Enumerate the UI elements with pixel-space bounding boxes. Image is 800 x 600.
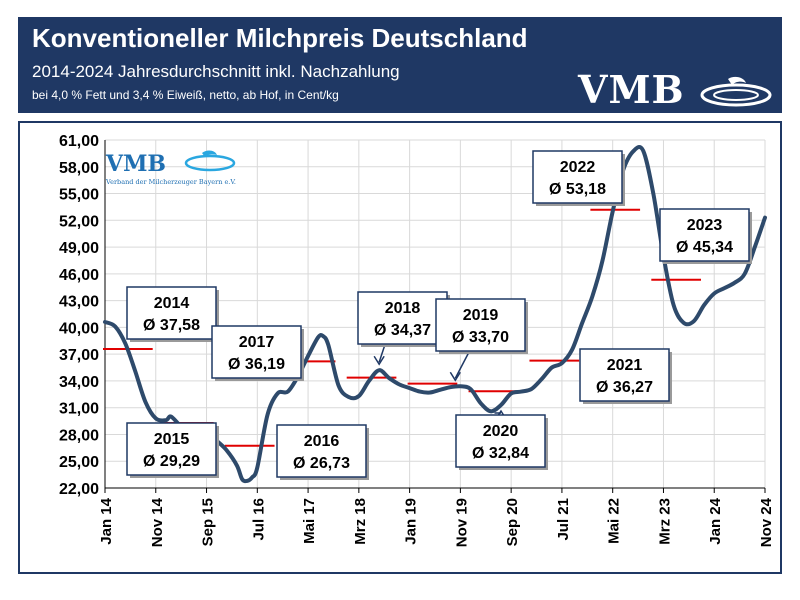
annotation-2016: 2016 Ø 26,73 bbox=[276, 424, 369, 480]
annotation-year: 2019 bbox=[463, 307, 499, 324]
x-tick-label: Jan 24 bbox=[707, 497, 724, 544]
annotation-value: Ø 26,73 bbox=[293, 455, 350, 472]
annotation-year: 2017 bbox=[239, 334, 275, 351]
inset-logo-caption: Verband der Milcherzeuger Bayern e.V. bbox=[105, 178, 236, 186]
annotation-year: 2022 bbox=[560, 159, 596, 176]
annotation-year: 2020 bbox=[483, 423, 519, 440]
y-tick-label: 34,00 bbox=[59, 374, 99, 391]
vmb-logo: VMB bbox=[578, 67, 685, 112]
y-tick-label: 49,00 bbox=[59, 240, 99, 257]
x-tick-label: Jul 16 bbox=[250, 498, 267, 541]
x-tick-label: Nov 24 bbox=[758, 497, 775, 547]
annotation-value: Ø 36,19 bbox=[228, 356, 285, 373]
annotation-box bbox=[435, 298, 526, 352]
annotation-value: Ø 33,70 bbox=[452, 329, 509, 346]
annotation-value: Ø 36,27 bbox=[596, 379, 653, 396]
annotation-box bbox=[579, 348, 670, 402]
annotation-2019: 2019 Ø 33,70 bbox=[435, 298, 528, 354]
y-tick-label: 31,00 bbox=[59, 401, 99, 418]
annotation-value: Ø 34,37 bbox=[374, 322, 431, 339]
y-tick-label: 58,00 bbox=[59, 160, 99, 177]
y-tick-label: 61,00 bbox=[59, 133, 99, 150]
annotation-value: Ø 53,18 bbox=[549, 181, 606, 198]
milk-price-chart: 22,00 25,00 28,00 31,00 34,00 37,00 40,00 43,00… bbox=[59, 133, 775, 547]
arrow-head-icon bbox=[449, 371, 461, 382]
annotation-2014: 2014 Ø 37,58 bbox=[126, 286, 219, 342]
y-tick-label: 28,00 bbox=[59, 427, 99, 444]
annotation-box bbox=[126, 286, 217, 340]
x-tick-label: Mrz 18 bbox=[352, 498, 369, 545]
annotation-box bbox=[211, 325, 302, 379]
annotation-2022: 2022 Ø 53,18 bbox=[532, 150, 625, 206]
inset-logo-drop-icon bbox=[202, 150, 217, 157]
annotation-value: Ø 37,58 bbox=[143, 317, 200, 334]
x-tick-label: Sep 20 bbox=[504, 498, 521, 546]
annotation-box bbox=[357, 291, 448, 345]
y-tick-label: 40,00 bbox=[59, 320, 99, 337]
annotation-box bbox=[126, 422, 217, 476]
annotation-value: Ø 29,29 bbox=[143, 453, 200, 470]
annotation-2021: 2021 Ø 36,27 bbox=[579, 348, 672, 404]
x-tick-label: Jan 19 bbox=[403, 498, 420, 545]
chart-subtitle: 2014-2024 Jahresdurchschnitt inkl. Nachz… bbox=[32, 62, 400, 81]
annotation-box bbox=[455, 414, 546, 468]
annotation-2023: 2023 Ø 45,34 bbox=[659, 208, 752, 264]
x-tick-label: Jan 14 bbox=[98, 497, 115, 544]
annotation-year: 2015 bbox=[154, 431, 190, 448]
annotation-arrow-2019 bbox=[454, 352, 470, 379]
inset-logo-swoosh-icon bbox=[184, 154, 236, 172]
x-tick-label: Mai 22 bbox=[606, 498, 623, 544]
annotation-2017: 2017 Ø 36,19 bbox=[211, 325, 304, 381]
annotation-year: 2023 bbox=[687, 217, 723, 234]
arrow-head-icon bbox=[373, 355, 385, 366]
header-banner: Konventioneller Milchpreis Deutschland 2… bbox=[18, 17, 782, 113]
y-tick-label: 37,00 bbox=[59, 347, 99, 364]
x-tick-label: Mrz 23 bbox=[656, 498, 673, 545]
annotation-value: Ø 32,84 bbox=[472, 445, 529, 462]
annotation-year: 2014 bbox=[154, 295, 190, 312]
annotation-box bbox=[276, 424, 367, 478]
x-tick-label: Nov 19 bbox=[453, 498, 470, 547]
annotation-box bbox=[532, 150, 623, 204]
y-tick-label: 43,00 bbox=[59, 294, 99, 311]
vmb-inset-logo: VMB Verband der Milcherzeuger Bayern e.V… bbox=[105, 150, 236, 186]
chart-title: Konventioneller Milchpreis Deutschland bbox=[32, 23, 528, 53]
inset-logo-text: VMB bbox=[105, 151, 166, 177]
y-tick-label: 55,00 bbox=[59, 187, 99, 204]
annotation-year: 2018 bbox=[385, 300, 421, 317]
milk-drop-logo-icon bbox=[700, 76, 772, 107]
annotation-2015: 2015 Ø 29,29 bbox=[126, 422, 219, 478]
y-tick-label: 52,00 bbox=[59, 213, 99, 230]
annotation-2020: 2020 Ø 32,84 bbox=[455, 414, 548, 470]
annotation-arrow-2018 bbox=[378, 345, 386, 363]
annotation-box bbox=[659, 208, 750, 262]
chart-note: bei 4,0 % Fett und 3,4 % Eiweiß, netto, … bbox=[32, 88, 339, 102]
x-tick-label: Jul 21 bbox=[555, 498, 572, 541]
x-tick-label: Sep 15 bbox=[200, 498, 217, 546]
x-tick-label: Mai 17 bbox=[301, 498, 318, 544]
chart-frame: 22,00 25,00 28,00 31,00 34,00 37,00 40,00 43,00… bbox=[18, 121, 782, 574]
annotation-year: 2016 bbox=[304, 433, 340, 450]
y-tick-label: 25,00 bbox=[59, 454, 99, 471]
annotation-2018: 2018 Ø 34,37 bbox=[357, 291, 450, 347]
annotation-year: 2021 bbox=[607, 357, 643, 374]
y-tick-label: 22,00 bbox=[59, 481, 99, 498]
y-tick-label: 46,00 bbox=[59, 267, 99, 284]
x-tick-label: Nov 14 bbox=[149, 497, 166, 547]
annotation-value: Ø 45,34 bbox=[676, 239, 733, 256]
